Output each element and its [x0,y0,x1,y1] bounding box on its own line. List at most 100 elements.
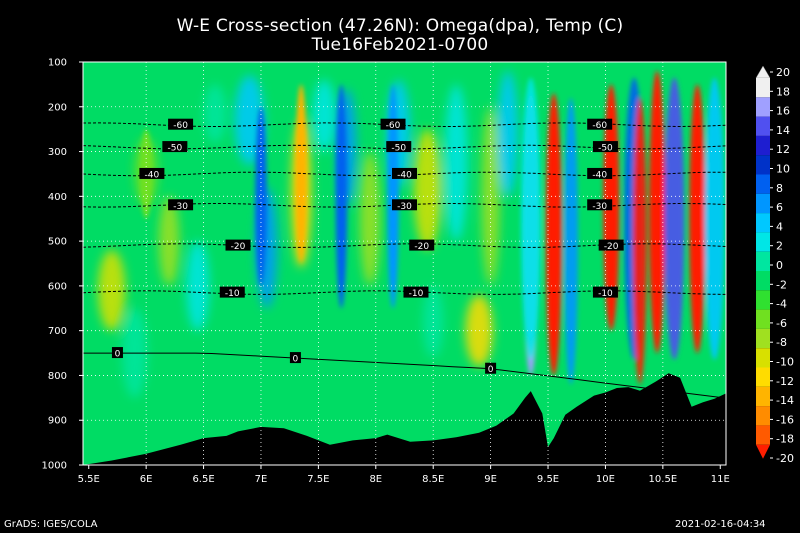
chart-subtitle: Tue16Feb2021-0700 [311,35,489,55]
contour-label-box [219,286,245,298]
omega-feature [335,84,348,309]
omega-patch [444,84,468,242]
omega-patch [359,151,381,286]
y-tick-label: 200 [48,102,67,113]
contour-label: -10 [598,289,613,299]
colorbar-label: -20 [776,452,794,465]
colorbar-swatch [756,309,770,329]
contour-label: -30 [397,202,412,212]
colorbar-swatch [756,386,770,407]
colorbar-label: -16 [776,413,794,426]
omega-feature [255,106,267,286]
x-tick-label: 9E [484,474,497,485]
omega-feature [563,97,578,385]
contour-label-box [289,352,301,364]
temperature-contour [83,352,726,399]
x-tick-label: 8.5E [422,474,444,485]
colorbar-swatch [756,174,770,194]
colorbar-label: -10 [776,356,794,369]
colorbar-label: 10 [776,163,790,176]
colorbar-swatch [756,135,770,156]
footer-left: GrADS: IGES/COLA [4,519,98,530]
omega-patch [312,79,336,152]
x-tick-label: 8E [369,474,382,485]
omega-patch [158,196,180,286]
colorbar-label: -4 [776,298,787,311]
y-tick-label: 100 [48,58,67,69]
omega-feature [520,77,541,360]
omega-feature [545,93,562,376]
colorbar-cap-bottom [756,444,770,459]
colorbar-swatch [756,193,770,214]
colorbar-swatch [756,271,770,291]
y-tick-label: 400 [48,192,67,203]
colorbar-swatch [756,367,770,387]
x-tick-label: 7E [255,474,268,485]
x-tick-label: 9.5E [537,474,559,485]
colorbar-label: 18 [776,85,790,98]
colorbar-label: 2 [776,240,783,253]
contour-label-box [592,141,618,153]
colorbar-label: -2 [776,278,787,291]
colorbar-swatch [756,232,770,252]
colorbar-label: -12 [776,375,794,388]
colorbar-label: -8 [776,336,787,349]
omega-feature [295,84,307,264]
contour-label-box [409,239,435,251]
plot-frame [82,61,727,466]
contour-label: -60 [386,121,401,131]
contour-label-box [587,167,613,179]
contour-label: -40 [145,170,160,180]
colorbar-swatch [756,348,770,368]
colorbar-swatch [756,78,770,98]
contour-label: -10 [409,289,424,299]
omega-feature [664,77,685,360]
x-axis: 5.5E 6E 6.5E 7E 7.5E 8E 8.5E 9E 9.5E 10E 10.5E 11E [78,465,730,485]
contour-labels: -60 -60 -60 -50 -50 -50 -40 -40 -40 -30 -30 -30 -20 -… [111,118,624,375]
colorbar-label: 0 [776,259,783,272]
contour-label-box [587,199,613,211]
x-tick-label: 10E [596,474,615,485]
contour-label: 0 [293,355,299,365]
y-axis: 100 200 300 400 500 600 700 800 900 1000 [42,58,83,472]
x-tick-label: 5.5E [78,474,100,485]
contour-label: -50 [598,144,613,154]
colorbar-label: 6 [776,201,783,214]
colorbar-swatch [756,213,770,233]
omega-feature [704,77,725,360]
contour-label-box [587,118,613,130]
contour-label: 0 [115,350,121,360]
omega-patch [413,129,442,251]
colorbar-swatch [756,290,770,310]
x-tick-label: 10.5E [649,474,678,485]
colorbar-label: 8 [776,182,783,195]
colorbar-swatch [756,425,770,445]
contour-label-box [392,167,417,179]
contour-label-box [386,141,412,153]
contour-label: -60 [173,121,188,131]
contour-label-box [592,286,618,298]
y-tick-label: 800 [48,371,67,382]
y-tick-label: 300 [48,147,67,158]
omega-patch [422,285,444,358]
omega-feature [649,70,666,354]
chart-title: W-E Cross-section (47.26N): Omega(dpa), … [176,16,624,36]
contour-label-box [111,347,123,359]
x-tick-label: 6E [140,474,153,485]
contour-label-box [168,118,194,130]
x-tick-label: 7.5E [307,474,329,485]
colorbar-label: -14 [776,394,794,407]
colorbar-label: 20 [776,66,790,79]
colorbar-label: 4 [776,220,783,233]
contour-label: -30 [173,202,188,212]
contour-label-box [392,199,417,211]
colorbar-swatch [756,406,770,426]
omega-patch [203,84,227,143]
y-tick-label: 600 [48,281,67,292]
contour-label: -20 [414,242,429,252]
colorbar: 20181614121086420-2-4-6-8-10-12-14-16-18… [755,65,794,465]
contour-label: -20 [231,242,246,252]
colorbar-swatch [756,155,770,175]
contour-label: -30 [592,202,607,212]
contour-label: 0 [488,365,494,375]
